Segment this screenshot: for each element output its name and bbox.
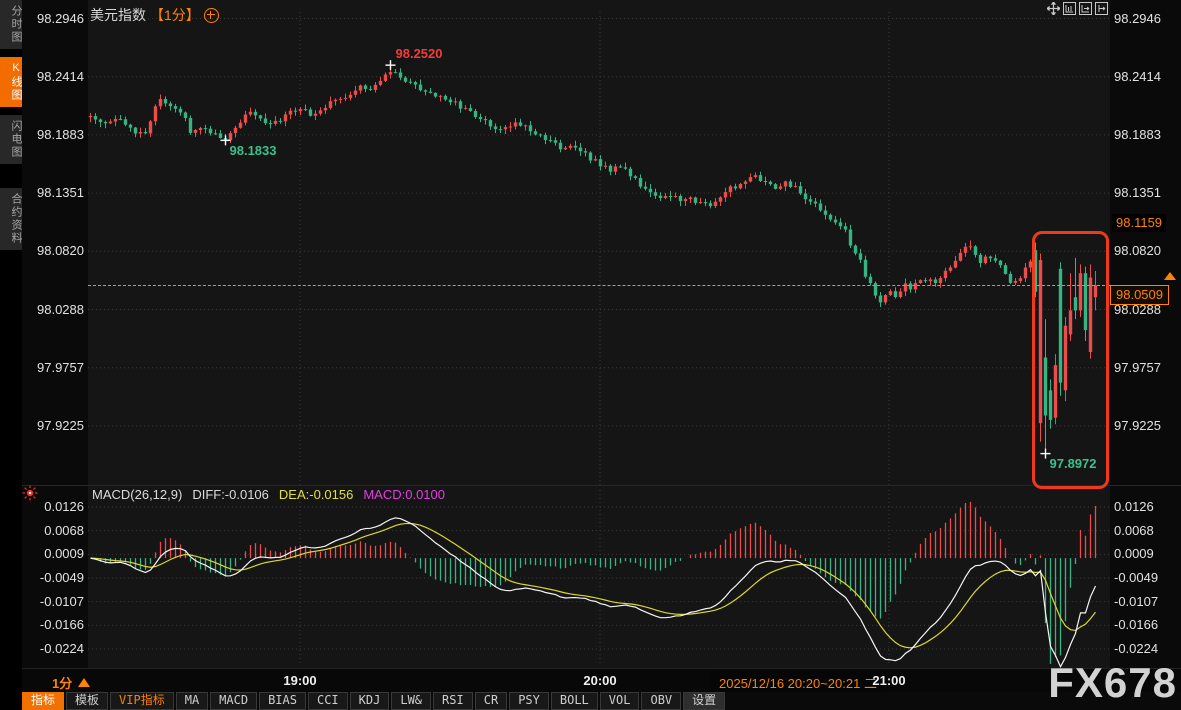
add-circle-icon[interactable]: [203, 7, 219, 23]
toolbar-button-8[interactable]: LW&: [391, 692, 432, 710]
price-axis-label: 97.9225: [37, 417, 84, 433]
toolbar-button-10[interactable]: CR: [474, 692, 508, 710]
macd-value-label: MACD:0.0100: [363, 487, 445, 502]
region-high-price-tag: 98.1159: [1112, 214, 1167, 232]
sidebar-tab-3[interactable]: 合约资料: [0, 188, 22, 250]
price-axis-label: 97.9757: [1114, 359, 1161, 375]
alert-marker-icon[interactable]: [22, 485, 38, 501]
macd-axis-label: -0.0166: [1114, 617, 1159, 633]
pan-right-icon[interactable]: [1079, 2, 1092, 15]
price-axis-label: 98.0820: [1114, 243, 1161, 259]
time-tick-label: 19:00: [283, 673, 317, 688]
price-axis-label: 98.0288: [1114, 301, 1161, 317]
session-low-annotation: 97.8972: [1049, 455, 1097, 471]
price-axis-label: 98.2946: [1114, 10, 1161, 26]
toolbar-button-2[interactable]: VIP指标: [110, 692, 174, 710]
macd-axis-label: -0.0107: [39, 593, 84, 609]
period-selector[interactable]: 1分: [52, 673, 91, 692]
toolbar-button-1[interactable]: 模板: [66, 692, 109, 710]
price-up-arrow-icon: [1164, 272, 1176, 280]
toolbar-button-13[interactable]: VOL: [599, 692, 640, 710]
price-axis-label: 98.0288: [37, 301, 84, 317]
candlestick-chart-canvas[interactable]: [0, 0, 1181, 486]
price-axis-label: 98.2414: [37, 68, 84, 84]
watermark: FX678: [1048, 659, 1177, 706]
crosshair-move-icon[interactable]: [1047, 2, 1060, 15]
price-axis-label: 97.9225: [1114, 417, 1161, 433]
price-axis-label: 98.2946: [37, 10, 84, 26]
macd-axis-label: -0.0224: [39, 641, 84, 656]
chart-tool-icons: [1047, 2, 1108, 15]
diff-value-label: DIFF:-0.0106: [192, 487, 269, 502]
macd-axis-label: -0.0049: [39, 570, 84, 585]
price-axis-label: 98.1351: [1114, 185, 1161, 201]
last-price-dashed-line: [88, 285, 1110, 286]
macd-axis-label: 0.0126: [1114, 499, 1154, 514]
low-price-annotation: 98.1833: [229, 143, 277, 159]
selected-candle-time-range: 2025/12/16 20:20~20:21 二: [709, 671, 887, 694]
price-axis-label: 98.1883: [37, 126, 84, 142]
macd-axis-label: 0.0009: [1114, 546, 1154, 562]
toolbar-button-3[interactable]: MA: [175, 692, 209, 710]
toolbar-button-4[interactable]: MACD: [210, 692, 258, 710]
highlight-region-box: [1032, 231, 1109, 489]
dea-value-label: DEA:-0.0156: [278, 487, 354, 502]
macd-axis-label: -0.0224: [1114, 641, 1159, 656]
chart-plot-background: [88, 0, 1110, 668]
time-tick-label: 21:00: [872, 673, 906, 688]
sidebar-tab-1[interactable]: K线图: [0, 57, 22, 107]
price-axis-label: 98.1351: [37, 185, 84, 201]
price-axis-label: 98.1883: [1114, 126, 1161, 142]
macd-params-label: MACD(26,12,9): [92, 487, 183, 502]
time-tick-label: 20:00: [583, 673, 617, 688]
chart-type-sidebar: 分时图 K线图闪电图合约资料: [0, 0, 22, 710]
triangle-up-icon: [78, 678, 91, 687]
sidebar-tab-2[interactable]: 闪电图: [0, 115, 22, 164]
fullscreen-chart-icon[interactable]: [1063, 2, 1076, 15]
price-axis-label: 98.0820: [37, 243, 84, 259]
toolbar-button-11[interactable]: PSY: [509, 692, 549, 710]
macd-axis-label: -0.0107: [1114, 593, 1159, 609]
price-axis-label: 97.9757: [37, 359, 84, 375]
macd-axis-label: -0.0166: [39, 617, 84, 633]
period-tag[interactable]: 【1分】: [150, 7, 200, 23]
toolbar-button-9[interactable]: RSI: [433, 692, 473, 710]
last-price-tag: 98.0509: [1110, 285, 1169, 305]
price-axis-label: 98.2414: [1114, 68, 1161, 84]
macd-indicator-canvas[interactable]: [0, 486, 1181, 668]
jump-to-latest-icon[interactable]: [1095, 2, 1108, 15]
toolbar-button-6[interactable]: CCI: [307, 692, 348, 710]
symbol-title: 美元指数: [90, 7, 146, 23]
period-selector-label: 1分: [52, 676, 73, 691]
toolbar-button-12[interactable]: BOLL: [550, 692, 598, 710]
macd-axis-label: 0.0068: [1114, 522, 1154, 538]
macd-axis-label: -0.0049: [1114, 570, 1159, 585]
high-price-annotation: 98.2520: [395, 46, 443, 62]
macd-axis-label: 0.0068: [44, 522, 84, 538]
macd-indicator-header: MACD(26,12,9) DIFF:-0.0106 DEA:-0.0156 M…: [92, 487, 445, 502]
indicator-toolbar: 指标 模板 VIP指标 MA MACD BIAS CCI KDJ LW& RSI CR PSY BOLL…: [22, 692, 1181, 710]
chart-title-bar: 美元指数 【1分】: [90, 5, 219, 25]
time-axis: 1分 2025/12/16 20:20~20:21 二 19:00 20:00 21…: [22, 668, 1181, 694]
macd-axis-label: 0.0009: [44, 546, 84, 562]
macd-axis-label: 0.0126: [44, 499, 84, 514]
toolbar-button-14[interactable]: OBV: [641, 692, 682, 710]
toolbar-button-7[interactable]: KDJ: [349, 692, 390, 710]
toolbar-button-15[interactable]: 设置: [683, 692, 726, 710]
sidebar-tab-0[interactable]: 分时图: [0, 0, 22, 49]
toolbar-button-0[interactable]: 指标: [22, 692, 65, 710]
toolbar-button-5[interactable]: BIAS: [259, 692, 306, 710]
